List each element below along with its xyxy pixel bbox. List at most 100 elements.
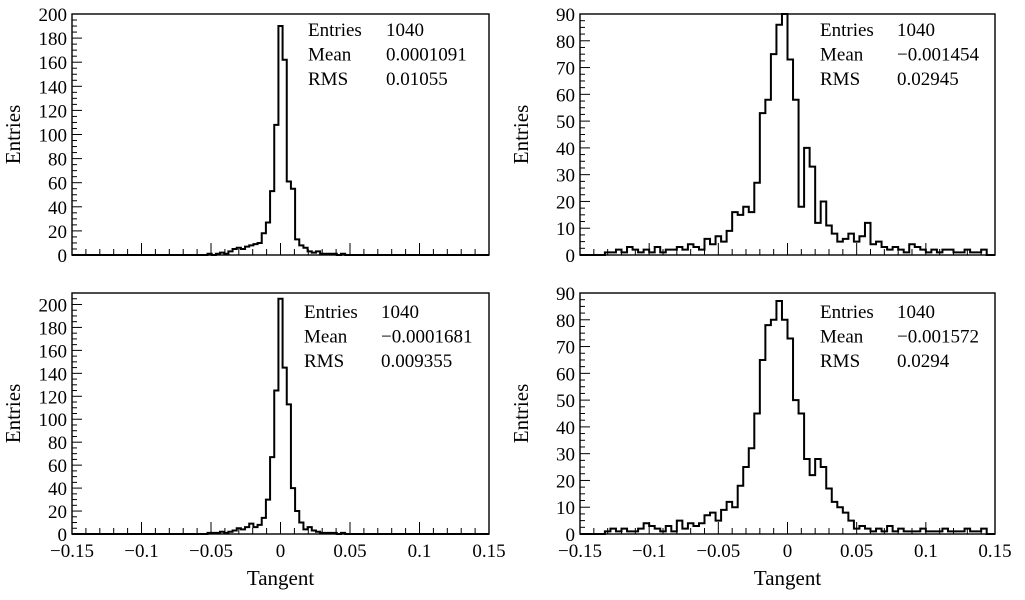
stats-label: Mean: [308, 45, 352, 66]
histogram-bin: [660, 531, 666, 534]
histogram-bin: [682, 529, 688, 534]
histogram-bin: [898, 529, 904, 534]
stats-value: 0.0001091: [386, 45, 467, 66]
histogram-bin: [324, 254, 328, 255]
y-tick-label: 40: [556, 139, 575, 160]
histogram-bin: [937, 531, 943, 534]
histogram-bin: [904, 531, 910, 534]
y-tick-label: 30: [556, 445, 575, 466]
y-tick-label: 70: [556, 59, 575, 80]
histogram-bin: [760, 113, 766, 255]
histogram-bin: [865, 529, 871, 534]
histogram-bin: [616, 250, 622, 255]
histogram-bin: [716, 236, 722, 255]
histogram-bin: [754, 414, 760, 535]
histogram-bin: [893, 531, 899, 534]
histogram-bin: [224, 533, 228, 534]
x-axis-title: Tangent: [247, 566, 315, 590]
y-tick-label: 0: [566, 525, 576, 546]
histogram-bin: [671, 250, 677, 255]
histogram-bin: [249, 524, 253, 534]
y-tick-label: 70: [556, 338, 575, 359]
histogram-bin: [266, 222, 270, 255]
y-tick-label: 180: [39, 29, 68, 50]
y-tick-label: 180: [39, 318, 68, 339]
stats-label: Entries: [308, 20, 362, 41]
histogram-bin: [316, 532, 320, 534]
histogram-bin: [859, 236, 865, 255]
stats-label: RMS: [820, 351, 860, 372]
histogram-bin: [788, 60, 794, 255]
histogram-bin: [328, 254, 332, 255]
histogram-bin: [859, 526, 865, 534]
x-tick-label: −0.05: [189, 541, 233, 562]
stats-value: −0.001572: [897, 327, 979, 348]
histogram-bin: [810, 475, 816, 534]
histogram-bin: [677, 521, 683, 534]
y-tick-label: 200: [39, 295, 68, 316]
histogram-bin: [605, 531, 611, 534]
histogram-bin: [666, 250, 672, 255]
x-tick-label: 0.1: [914, 541, 938, 562]
histogram-bin: [253, 244, 257, 255]
x-tick-label: −0.15: [558, 541, 602, 562]
histogram-bin: [320, 533, 324, 534]
histogram-bin: [721, 242, 727, 255]
histogram-panel-bottom-right: 0 10 20 30 40 50 60 70 80 90 −0.15 −0.1 −0.05 0 0.05 0.…: [509, 284, 1012, 590]
histogram-bin: [245, 247, 249, 255]
x-tick-label: −0.15: [50, 541, 94, 562]
histogram-panel-top-right: 0 10 20 30 40 50 60 70 80 90 Entries Entries 1040 Mea…: [509, 5, 996, 267]
y-tick-label: 20: [556, 192, 575, 213]
histogram-bin: [710, 513, 716, 534]
histogram-bin: [776, 25, 782, 255]
histogram-bin: [224, 254, 228, 255]
histogram-bin: [832, 502, 838, 534]
histogram-bin: [693, 247, 699, 255]
y-tick-label: 40: [556, 418, 575, 439]
histogram-bin: [308, 527, 312, 534]
histogram-bin: [942, 250, 948, 255]
histogram-bin: [931, 250, 937, 255]
stats-label: Mean: [820, 45, 864, 66]
histogram-bin: [610, 252, 616, 255]
histogram-bin: [303, 248, 307, 255]
stats-value: 0.01055: [386, 69, 448, 90]
y-axis-title: Entries: [509, 105, 533, 164]
histogram-bin: [649, 526, 655, 534]
histogram-bin: [333, 533, 337, 534]
stats-label: Entries: [304, 302, 358, 323]
histogram-bin: [688, 523, 694, 534]
histogram-bin: [959, 531, 965, 534]
histogram-bin: [216, 254, 220, 255]
histogram-bin: [333, 254, 337, 255]
stats-value: 1040: [897, 302, 935, 323]
histogram-bin: [782, 14, 788, 255]
histogram-bin: [743, 467, 749, 534]
histogram-bin: [865, 223, 871, 255]
histogram-bin: [644, 250, 650, 255]
histogram-bin: [815, 223, 821, 255]
y-tick-label: 50: [556, 391, 575, 412]
histogram-bin: [893, 247, 899, 255]
histogram-bin: [776, 301, 782, 534]
y-axis-title: Entries: [509, 384, 533, 443]
histogram-bin: [633, 250, 639, 255]
histogram-bin: [245, 527, 249, 534]
y-tick-label: 50: [556, 112, 575, 133]
stats-label: Entries: [820, 302, 874, 323]
histogram-bin: [320, 254, 324, 255]
y-tick-label: 100: [39, 126, 68, 147]
histogram-bin: [258, 243, 262, 255]
histogram-bin: [220, 253, 224, 255]
histogram-bin: [291, 488, 295, 534]
histogram-bin: [876, 242, 882, 255]
histogram-bin: [931, 531, 937, 534]
histogram-bin: [965, 529, 971, 534]
histogram-bin: [788, 339, 794, 534]
histogram-bin: [887, 526, 893, 534]
histogram-bin: [727, 231, 733, 255]
stats-value: 0.009355: [381, 351, 452, 372]
histogram-bin: [693, 526, 699, 534]
histogram-bin: [312, 531, 316, 534]
